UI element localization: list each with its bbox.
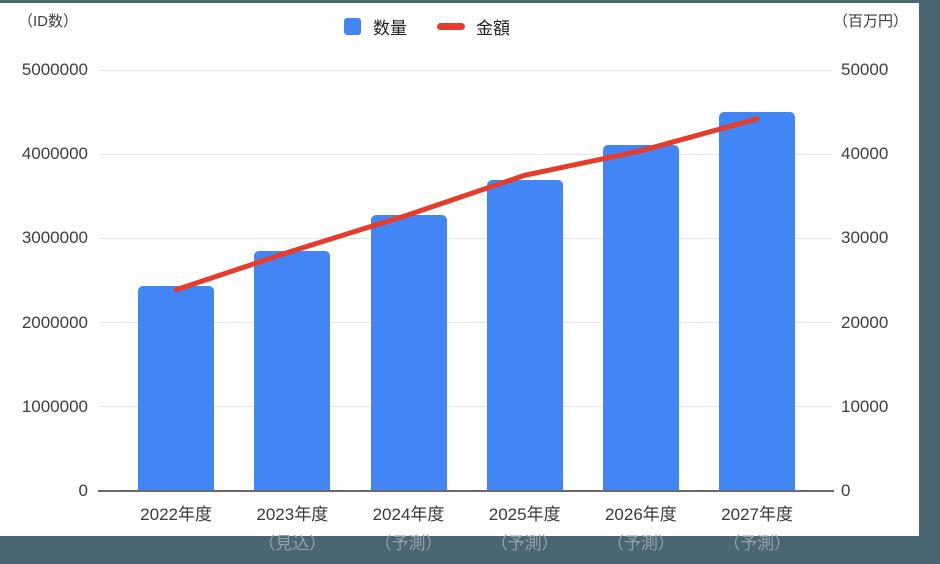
y-axis-tick-label-right: 50000 bbox=[841, 60, 889, 79]
x-axis-category-label: 2022年度 bbox=[110, 504, 242, 525]
y-axis-tick-label-left: 5000000 bbox=[21, 60, 88, 79]
category-forecast-sublabel: （予測） bbox=[490, 534, 559, 553]
category-year-label: 2022年度 bbox=[140, 505, 212, 524]
bar-swatch-icon bbox=[344, 17, 361, 35]
category-year-label: 2025年度 bbox=[488, 505, 561, 524]
y-axis-tick-label-left: 3000000 bbox=[21, 228, 88, 248]
x-axis-category-label: 2023年度 （見込） bbox=[226, 504, 358, 554]
x-axis-category-label: 2027年度 （予測） bbox=[691, 504, 823, 554]
gridline bbox=[100, 322, 832, 324]
legend-item-amount[interactable]: 金額 bbox=[437, 14, 510, 39]
x-axis-category-label: 2026年度 （予測） bbox=[575, 504, 707, 554]
window-border-bottom bbox=[0, 536, 940, 564]
amount-line[interactable] bbox=[173, 116, 760, 293]
legend-item-quantity[interactable]: 数量 bbox=[344, 14, 407, 39]
category-year-label: 2023年度 bbox=[256, 505, 329, 524]
right-axis-unit-label: （百万円） bbox=[832, 13, 908, 30]
category-forecast-sublabel: （予測） bbox=[374, 534, 443, 553]
gridline bbox=[100, 153, 832, 155]
window-border-right bbox=[919, 0, 940, 564]
legend-label-amount: 金額 bbox=[476, 18, 510, 38]
line-swatch-icon bbox=[437, 22, 465, 30]
quantity-bar[interactable] bbox=[254, 251, 331, 491]
y-axis-tick-label-right: 40000 bbox=[841, 144, 889, 164]
y-axis-tick-label-right: 10000 bbox=[841, 396, 889, 416]
quantity-bar[interactable] bbox=[138, 286, 215, 491]
y-axis-tick-label-left: 1000000 bbox=[21, 396, 88, 416]
category-forecast-sublabel: （見込） bbox=[258, 534, 327, 553]
category-forecast-sublabel: （予測） bbox=[723, 534, 792, 553]
gridline bbox=[100, 237, 832, 239]
quantity-bar[interactable] bbox=[486, 180, 563, 491]
y-axis-tick-label-left: 0 bbox=[78, 481, 88, 500]
chart-legend: 数量 金額 bbox=[344, 14, 510, 38]
quantity-bar[interactable] bbox=[719, 112, 796, 491]
window-border-top bbox=[0, 0, 940, 3]
quantity-bar[interactable] bbox=[370, 214, 447, 491]
y-axis-tick-label-left: 2000000 bbox=[21, 312, 88, 332]
left-axis-unit-label: （ID数） bbox=[18, 13, 79, 30]
category-forecast-sublabel: （予測） bbox=[606, 534, 675, 553]
x-axis-category-label: 2024年度 （予測） bbox=[343, 504, 475, 554]
y-axis-tick-label-right: 30000 bbox=[841, 228, 889, 248]
quantity-bar[interactable] bbox=[602, 144, 679, 491]
y-axis-tick-label-right: 20000 bbox=[841, 312, 889, 332]
x-axis-category-label: 2025年度 （予測） bbox=[459, 504, 591, 554]
gridline bbox=[100, 406, 832, 408]
legend-label-quantity: 数量 bbox=[373, 18, 407, 38]
y-axis-tick-label-right: 0 bbox=[841, 481, 851, 500]
gridline bbox=[100, 69, 832, 71]
category-year-label: 2027年度 bbox=[721, 505, 793, 524]
x-axis-line bbox=[98, 490, 834, 492]
category-year-label: 2024年度 bbox=[372, 505, 445, 524]
category-year-label: 2026年度 bbox=[604, 505, 677, 524]
y-axis-tick-label-left: 4000000 bbox=[21, 144, 88, 164]
